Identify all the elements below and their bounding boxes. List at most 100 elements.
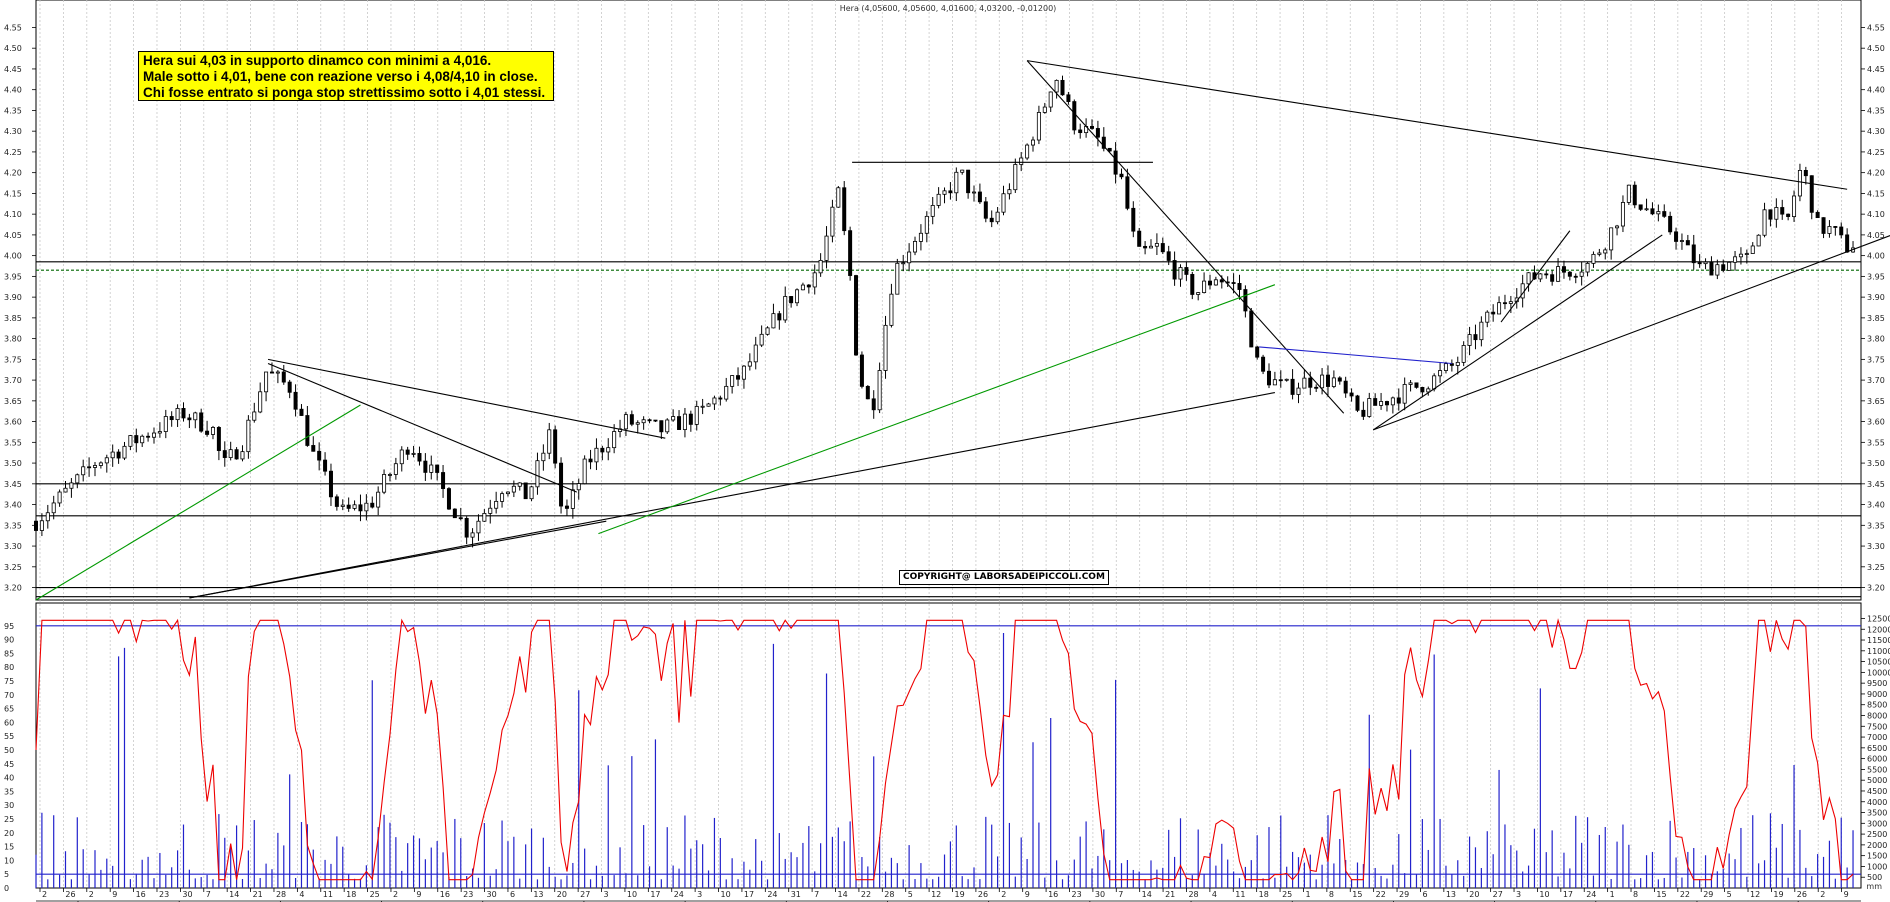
- candle-body: [1296, 387, 1301, 395]
- candle-body: [706, 403, 711, 407]
- candle-body: [570, 489, 575, 509]
- candle-body: [1585, 262, 1590, 273]
- price-label: 3.40: [1867, 501, 1885, 510]
- candle-body: [812, 272, 817, 288]
- indicator-panel: [35, 602, 1862, 889]
- day-label: 30: [1095, 890, 1105, 899]
- candle-body: [1036, 112, 1041, 141]
- candle-body: [193, 412, 198, 421]
- price-label: 4.35: [1867, 106, 1885, 115]
- candle-body: [718, 397, 723, 400]
- candle-body: [1479, 321, 1484, 341]
- candle-body: [1650, 208, 1655, 215]
- candle-body: [918, 232, 923, 242]
- day-label: 25: [1282, 890, 1292, 899]
- candle-body: [1727, 261, 1732, 271]
- candle-body: [1467, 334, 1472, 346]
- day-label: 9: [416, 890, 421, 899]
- candle-body: [1196, 292, 1201, 295]
- day-label: 24: [674, 890, 684, 899]
- oscillator-label: 85: [4, 649, 14, 658]
- candle-body: [1792, 195, 1797, 217]
- day-label: 10: [721, 890, 731, 899]
- price-label: 3.35: [1867, 521, 1885, 530]
- trend-sup-2: [1372, 234, 1663, 431]
- candle-body: [759, 333, 764, 346]
- price-label: 3.75: [1867, 355, 1885, 364]
- day-label: 21: [253, 890, 263, 899]
- day-label: 14: [838, 890, 848, 899]
- candle-body: [913, 241, 918, 253]
- candle-body: [924, 215, 929, 234]
- candle-body: [163, 416, 168, 432]
- candle-body: [730, 375, 735, 387]
- oscillator-line: [35, 618, 1854, 881]
- price-label: 4.30: [1867, 127, 1885, 136]
- candle-body: [1538, 273, 1543, 280]
- candle-body: [1331, 377, 1336, 387]
- candle-body: [582, 458, 587, 485]
- candle-body: [836, 187, 841, 208]
- day-label: 9: [1025, 890, 1030, 899]
- candle-body: [547, 429, 552, 454]
- candle-body: [1320, 374, 1325, 389]
- price-label-left: 3.30: [4, 542, 22, 551]
- candle-body: [1420, 386, 1425, 393]
- candle-body: [694, 406, 699, 425]
- volume-label: 9000: [1867, 690, 1887, 699]
- candle-body: [281, 371, 286, 383]
- candle-body: [1314, 386, 1319, 389]
- candle-body: [1060, 79, 1065, 96]
- volume-label: 4000: [1867, 798, 1887, 807]
- candle-body: [1839, 226, 1844, 236]
- day-label: 17: [650, 890, 660, 899]
- candle-body: [842, 187, 847, 232]
- day-label: 11: [323, 890, 333, 899]
- candle-body: [140, 435, 145, 444]
- candle-body: [116, 451, 121, 459]
- volume-bars: [35, 632, 1854, 888]
- day-label: 3: [604, 890, 609, 899]
- candle-body: [747, 361, 752, 367]
- day-label: 15: [1656, 890, 1666, 899]
- candle-body: [311, 445, 316, 452]
- price-label: 3.20: [1867, 584, 1885, 593]
- day-label: 12: [1750, 890, 1760, 899]
- candle-body: [1302, 377, 1307, 389]
- candle-body: [1497, 302, 1502, 315]
- candle-body: [606, 447, 611, 453]
- day-label: 25: [370, 890, 380, 899]
- candle-body: [87, 466, 92, 469]
- candle-body: [1591, 253, 1596, 264]
- candle-body: [1343, 380, 1348, 394]
- candle-body: [1231, 282, 1236, 284]
- candle-body: [1632, 184, 1637, 206]
- candle-body: [1272, 379, 1277, 386]
- candle-body: [688, 413, 693, 425]
- day-label: 11: [1235, 890, 1245, 899]
- volume-label: 1500: [1867, 852, 1887, 861]
- candle-body: [81, 466, 86, 476]
- candle-body: [1367, 398, 1372, 417]
- candle-body: [517, 482, 522, 487]
- day-label: 18: [346, 890, 356, 899]
- oscillator-label: 60: [4, 718, 14, 727]
- price-label-left: 3.55: [4, 438, 22, 447]
- price-label-left: 3.75: [4, 355, 22, 364]
- candle-body: [1685, 240, 1690, 246]
- candle-body: [883, 324, 888, 371]
- candle-body: [1408, 382, 1413, 385]
- candle-body: [1243, 289, 1248, 312]
- oscillator-label: 70: [4, 691, 14, 700]
- candle-body: [1833, 226, 1838, 228]
- day-label: 30: [487, 890, 497, 899]
- day-label: 2: [1820, 890, 1825, 899]
- price-label-left: 4.50: [4, 44, 22, 53]
- candle-body: [364, 502, 369, 512]
- day-label: 13: [1446, 890, 1456, 899]
- candle-body: [1137, 230, 1142, 247]
- day-label: 2: [393, 890, 398, 899]
- candle-body: [264, 371, 269, 393]
- candle-body: [1432, 375, 1437, 390]
- candle-body: [269, 371, 274, 374]
